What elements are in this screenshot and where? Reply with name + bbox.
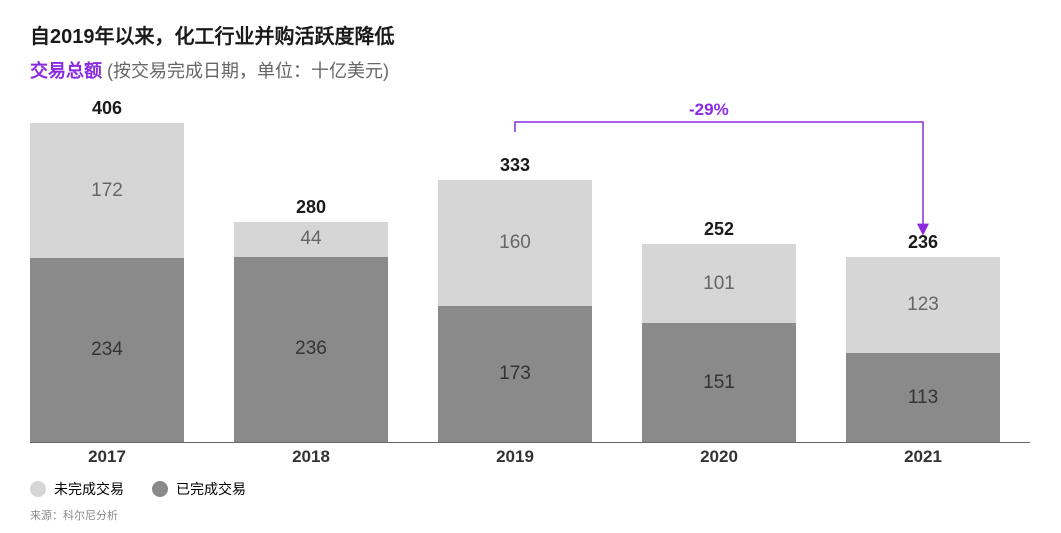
- x-axis-label: 2019: [438, 447, 592, 467]
- x-axis-labels: 2017 2018 2019 2020 2021: [30, 443, 1030, 469]
- subtitle-rest: (按交易完成日期，单位：十亿美元): [107, 61, 389, 81]
- chart-subtitle: 交易总额 (按交易完成日期，单位：十亿美元): [30, 57, 1031, 83]
- legend: 未完成交易 已完成交易: [30, 479, 1031, 499]
- chart-title: 自2019年以来，化工行业并购活跃度降低: [30, 20, 1031, 49]
- bar-segment-incomplete: 101: [642, 244, 796, 323]
- source-label: 来源：科尔尼分析: [30, 507, 1031, 523]
- bar-stack: 101151: [642, 244, 796, 442]
- bar-stack: 160173: [438, 180, 592, 442]
- bar-group: 252 101151: [642, 219, 796, 442]
- x-axis-label: 2017: [30, 447, 184, 467]
- bar-total-label: 280: [296, 197, 326, 218]
- legend-item-incomplete: 未完成交易: [30, 479, 124, 499]
- bar-group: 333 160173: [438, 155, 592, 442]
- bar-group: 280 44236: [234, 197, 388, 442]
- x-axis-label: 2021: [846, 447, 1000, 467]
- legend-label-incomplete: 未完成交易: [54, 479, 124, 499]
- bar-segment-completed: 234: [30, 258, 184, 442]
- bar-group: 236 123113: [846, 232, 1000, 442]
- x-axis-label: 2018: [234, 447, 388, 467]
- bar-segment-incomplete: 160: [438, 180, 592, 306]
- bar-chart: -29% 40617223428044236333160173252101151…: [30, 113, 1030, 443]
- legend-item-completed: 已完成交易: [152, 479, 246, 499]
- bar-stack: 172234: [30, 123, 184, 442]
- subtitle-accent: 交易总额: [30, 61, 102, 81]
- bar-total-label: 406: [92, 98, 122, 119]
- bar-stack: 123113: [846, 257, 1000, 442]
- bar-stack: 44236: [234, 222, 388, 442]
- bar-total-label: 333: [500, 155, 530, 176]
- annotation-label: -29%: [689, 100, 729, 120]
- legend-label-completed: 已完成交易: [176, 479, 246, 499]
- legend-swatch-incomplete: [30, 481, 46, 497]
- bar-total-label: 236: [908, 232, 938, 253]
- legend-swatch-completed: [152, 481, 168, 497]
- bar-segment-completed: 113: [846, 353, 1000, 442]
- bar-group: 406 172234: [30, 98, 184, 442]
- bar-segment-completed: 151: [642, 323, 796, 442]
- bar-segment-incomplete: 172: [30, 123, 184, 258]
- bar-segment-incomplete: 44: [234, 222, 388, 257]
- bar-segment-incomplete: 123: [846, 257, 1000, 354]
- x-axis-label: 2020: [642, 447, 796, 467]
- bar-segment-completed: 173: [438, 306, 592, 442]
- bar-total-label: 252: [704, 219, 734, 240]
- bar-segment-completed: 236: [234, 257, 388, 442]
